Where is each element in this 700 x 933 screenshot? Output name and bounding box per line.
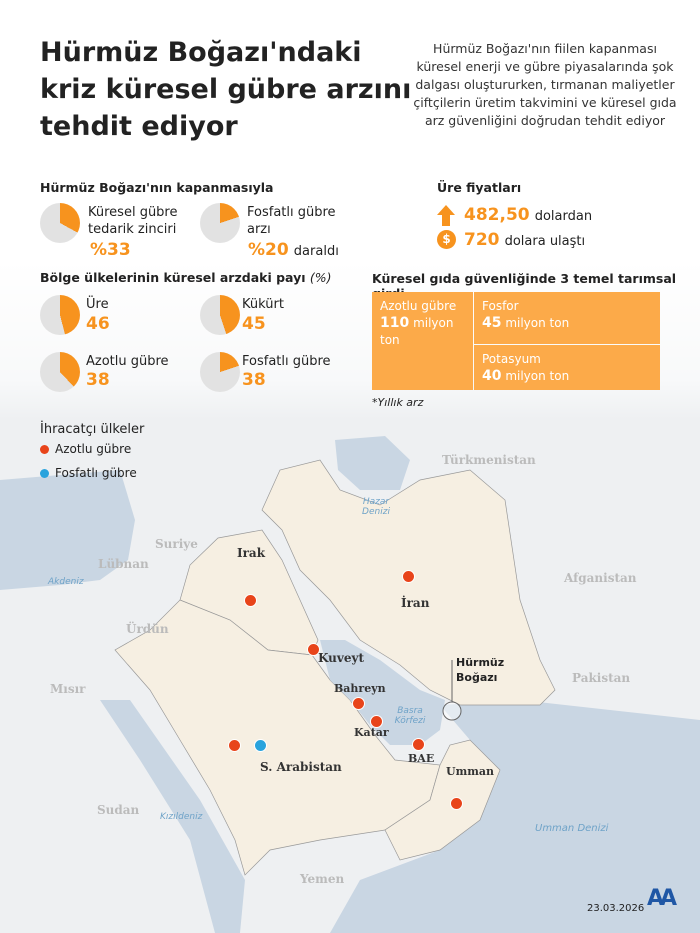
country-label: Kuveyt [318, 651, 365, 665]
legend-swatch-nitrogen [40, 445, 49, 454]
lead-text: Hürmüz Boğazı'nın fiilen kapanması küres… [413, 41, 677, 128]
cell-value: 40 [482, 368, 502, 384]
price-to-text: dolara ulaştı [504, 234, 586, 249]
share-value: 38 [86, 370, 110, 390]
country-label: S. Arabistan [260, 760, 342, 774]
share-unit: (%) [309, 270, 332, 285]
cell-value: 110 [380, 315, 410, 331]
strait-marker [442, 701, 462, 721]
share-value: 46 [86, 314, 110, 334]
share-label: Fosfatlı gübre [242, 354, 331, 369]
marker-nitrogen-qatar [370, 715, 383, 728]
share-value: 45 [242, 314, 266, 334]
closure-heading: Hürmüz Boğazı'nın kapanmasıyla [40, 180, 274, 195]
price-from-text: dolardan [534, 209, 593, 224]
share-value: 38 [242, 370, 266, 390]
treemap-cell-potassium: Potasyum 40 milyon ton [474, 345, 660, 390]
closure-value: %20 [248, 240, 289, 260]
aa-logo: AA [647, 886, 677, 911]
marker-nitrogen-iran [402, 570, 415, 583]
closure-suffix: daraldı [293, 244, 339, 259]
cell-label: Azotlu gübre [380, 299, 457, 313]
dollar-icon: $ [437, 230, 456, 249]
closure-label: Küresel gübre tedarik zinciri [88, 205, 178, 237]
share-heading-text: Bölge ülkelerinin küresel arzdaki payı [40, 270, 306, 285]
marker-phosphate-saudi [254, 739, 267, 752]
country-label: Lübnan [98, 557, 149, 571]
pie-chart-sulfur [200, 295, 240, 335]
country-label: Suriye [155, 537, 198, 551]
arabian-sea [330, 700, 700, 933]
cell-label: Fosfor [482, 299, 519, 313]
sea-label: Umman Denizi [535, 823, 609, 834]
caspian-sea [335, 436, 410, 490]
country-label: Türkmenistan [442, 453, 536, 467]
cell-unit: milyon ton [505, 316, 570, 330]
sea-label: Hazar Denizi [362, 497, 390, 517]
pie-chart-phosphate-share [200, 352, 240, 392]
legend-heading: İhracatçı ülkeler [40, 422, 145, 437]
marker-nitrogen-bahrain [352, 697, 365, 710]
country-label: Sudan [97, 803, 140, 817]
country-label: İran [401, 596, 430, 610]
cell-value: 45 [482, 315, 502, 331]
sea-label: Akdeniz [48, 577, 84, 587]
marker-nitrogen-oman [450, 797, 463, 810]
cell-unit: milyon ton [505, 369, 570, 383]
price-to: 720 [464, 230, 500, 250]
country-label: Irak [237, 546, 266, 560]
pie-chart-phosphate [200, 203, 240, 243]
marker-nitrogen-kuwait [307, 643, 320, 656]
prices-heading: Üre fiyatları [437, 180, 522, 195]
cell-unit: milyon ton [380, 316, 454, 347]
legend-label: Azotlu gübre [55, 442, 132, 456]
country-label: Umman [446, 765, 494, 778]
legend-label: Fosfatlı gübre [55, 466, 137, 480]
closure-label: Fosfatlı gübre arzı [247, 205, 336, 237]
marker-nitrogen-iraq [244, 594, 257, 607]
treemap-cell-nitrogen: Azotlu gübre 110 milyon ton [372, 292, 473, 390]
marker-nitrogen-uae [412, 738, 425, 751]
legend-swatch-phosphate [40, 469, 49, 478]
country-label: Ürdün [126, 622, 169, 636]
country-label: Mısır [50, 682, 86, 696]
country-label: Pakistan [572, 671, 631, 685]
sea-label: Kızıldeniz [160, 812, 203, 822]
red-sea [100, 700, 245, 933]
inputs-note: *Yıllık arz [372, 396, 424, 409]
marker-nitrogen-saudi [228, 739, 241, 752]
page-title: Hürmüz Boğazı'ndaki kriz küresel gübre a… [40, 37, 412, 142]
pie-chart-supply-chain [40, 203, 80, 243]
country-label: BAE [408, 752, 435, 765]
country-label: Afganistan [564, 571, 637, 585]
share-heading: Bölge ülkelerinin küresel arzdaki payı (… [40, 270, 332, 285]
pie-chart-ure [40, 295, 80, 335]
cell-label: Potasyum [482, 352, 541, 366]
country-label: Yemen [300, 872, 345, 886]
share-label: Kükürt [242, 297, 284, 312]
arrow-up-icon-stem [442, 214, 450, 226]
date-label: 23.03.2026 [587, 903, 645, 914]
pie-chart-nitrogen [40, 352, 80, 392]
sea-label: Basra Körfezi [394, 706, 426, 726]
country-label: Katar [354, 726, 389, 739]
share-label: Azotlu gübre [86, 354, 169, 369]
country-label: Bahreyn [334, 682, 386, 695]
strait-label: Hürmüz Boğazı [456, 656, 505, 684]
price-from: 482,50 [464, 205, 530, 225]
treemap-cell-phosphorus: Fosfor 45 milyon ton [474, 292, 660, 344]
oman-region [384, 739, 501, 861]
arrow-up-icon [437, 205, 455, 215]
persian-gulf [320, 640, 445, 745]
closure-value: %33 [90, 240, 131, 260]
mediterranean-sea [0, 470, 135, 590]
share-label: Üre [86, 297, 109, 312]
